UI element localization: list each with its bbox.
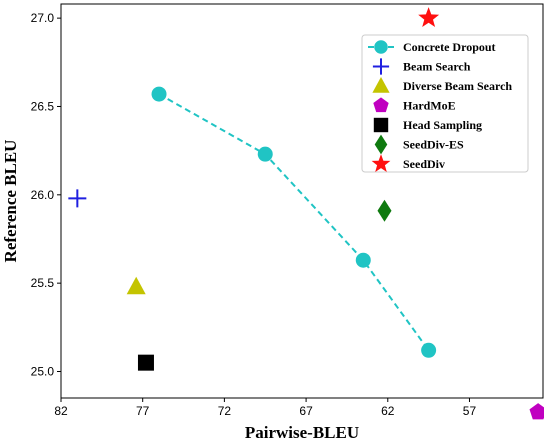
seeddiv-point [418,7,440,27]
legend-marker [372,77,390,93]
y-axis-title: Reference BLEU [1,140,20,263]
legend-item-seeddiv-es: SeedDiv-ES [374,134,464,155]
series-diverse-beam-search [126,276,146,295]
series-concrete-dropout [151,86,437,358]
series-beam-search [68,189,87,208]
legend-frame [361,34,529,173]
legend-label: SeedDiv-ES [403,138,464,152]
y-tick-label: 25.0 [31,364,55,378]
y-axis-ticks: 25.0 25.5 26.0 26.5 27.0 [31,11,61,378]
legend-marker [373,117,389,133]
seeddiv-es-point [377,199,392,222]
legend-marker [372,58,390,75]
x-tick-label: 82 [54,404,68,418]
y-tick-label: 26.5 [31,99,55,113]
legend-item-beam-search: Beam Search [372,58,471,75]
legend-label: Diverse Beam Search [403,79,512,93]
x-tick-label: 67 [299,404,313,418]
beam-search-point [68,189,87,208]
legend-item-seeddiv: SeedDiv [371,154,445,172]
hardmoe-point [529,403,544,420]
concrete-dropout-line [158,93,430,351]
legend-label: SeedDiv [403,157,445,171]
concrete-dropout-point [355,252,371,268]
legend-item-head-sampling: Head Sampling [373,117,482,133]
legend-item-concrete-dropout: Concrete Dropout [368,40,496,54]
y-tick-label: 27.0 [31,11,55,25]
legend-marker [374,134,388,155]
x-axis-ticks: 82 77 72 67 62 57 [54,398,476,418]
legend-marker [373,97,389,113]
concrete-dropout-point [257,146,273,162]
x-axis-title: Pairwise-BLEU [245,423,359,438]
x-tick-label: 62 [381,404,395,418]
legend-label: Concrete Dropout [403,40,496,54]
legend-label: HardMoE [403,99,456,113]
legend-item-hardmoe: HardMoE [373,97,456,113]
head-sampling-point [137,354,154,371]
series-seeddiv-es [377,199,392,222]
legend-marker [374,40,388,54]
legend-item-diverse-beam-search: Diverse Beam Search [372,77,512,93]
legend-label: Beam Search [403,60,471,74]
legend-marker [371,154,391,172]
concrete-dropout-point [421,342,437,358]
x-tick-label: 57 [463,404,477,418]
x-tick-label: 77 [136,404,150,418]
y-tick-label: 26.0 [31,188,55,202]
legend: Concrete Dropout Beam Search Diverse Beam … [361,34,529,173]
data-series [68,7,544,420]
legend-label: Head Sampling [403,118,482,132]
x-tick-label: 72 [218,404,232,418]
y-tick-label: 25.5 [31,276,55,290]
series-seeddiv [418,7,440,27]
series-head-sampling [137,354,154,371]
diverse-beam-search-point [126,276,146,295]
concrete-dropout-point [151,86,167,102]
series-hardmoe [529,403,544,420]
